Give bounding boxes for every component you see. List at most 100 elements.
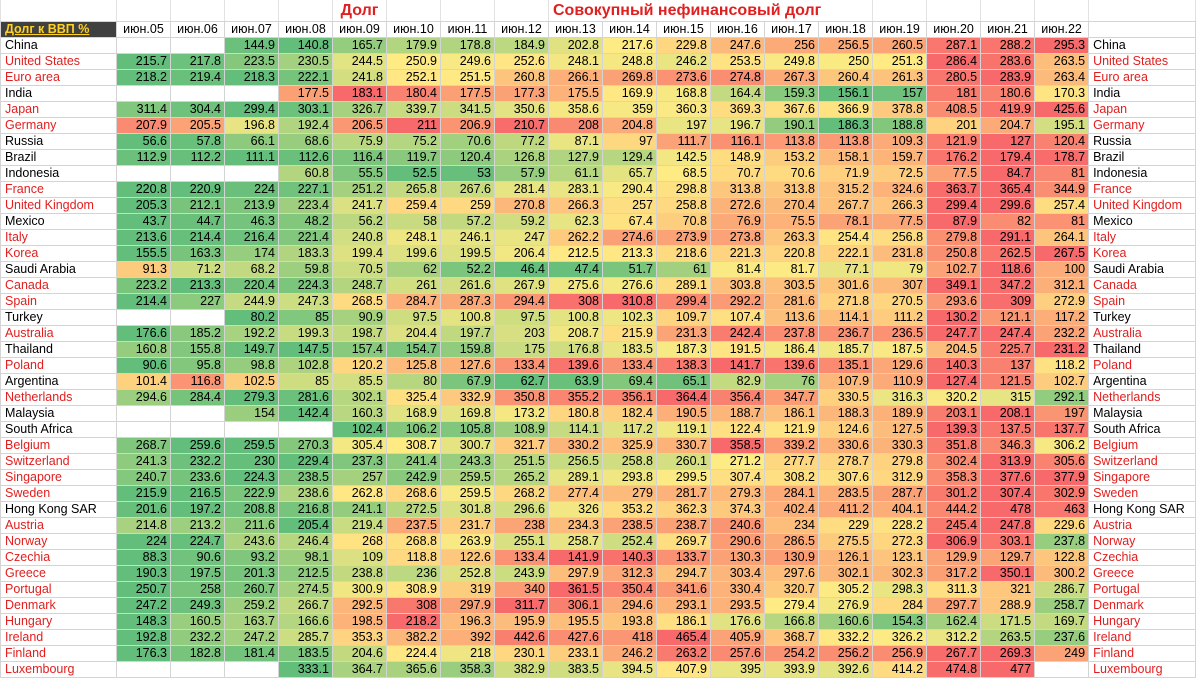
- value-cell[interactable]: 218.2: [116, 69, 171, 86]
- country-name-right[interactable]: Malaysia: [1088, 405, 1197, 422]
- value-cell[interactable]: 301.2: [926, 485, 982, 502]
- value-cell[interactable]: 106.2: [386, 421, 441, 438]
- value-cell[interactable]: 463: [1034, 501, 1090, 518]
- value-cell[interactable]: 347.2: [980, 277, 1036, 294]
- value-cell[interactable]: 258.8: [656, 197, 711, 214]
- country-name-right[interactable]: Thailand: [1088, 341, 1197, 358]
- value-cell[interactable]: 65.7: [602, 165, 657, 182]
- value-cell[interactable]: [170, 661, 225, 678]
- value-cell[interactable]: [170, 85, 225, 102]
- column-header[interactable]: июн.16: [710, 21, 765, 38]
- value-cell[interactable]: 234: [764, 517, 819, 534]
- value-cell[interactable]: 111.7: [656, 133, 711, 150]
- value-cell[interactable]: 122.4: [710, 421, 765, 438]
- value-cell[interactable]: 238: [494, 517, 549, 534]
- value-cell[interactable]: 228.2: [872, 517, 928, 534]
- value-cell[interactable]: 181: [926, 85, 982, 102]
- value-cell[interactable]: 98.8: [224, 357, 279, 374]
- value-cell[interactable]: 102.7: [926, 261, 982, 278]
- value-cell[interactable]: 102.4: [332, 421, 387, 438]
- value-cell[interactable]: 95.8: [170, 357, 225, 374]
- value-cell[interactable]: 189.9: [872, 405, 928, 422]
- country-name[interactable]: Mexico: [0, 213, 117, 230]
- value-cell[interactable]: 213.6: [116, 229, 171, 246]
- value-cell[interactable]: 56.6: [116, 133, 171, 150]
- value-cell[interactable]: 195.9: [494, 613, 549, 630]
- value-cell[interactable]: 109.7: [656, 309, 711, 326]
- value-cell[interactable]: 223.2: [116, 277, 171, 294]
- value-cell[interactable]: 321.7: [494, 437, 549, 454]
- value-cell[interactable]: 311.4: [116, 101, 171, 118]
- value-cell[interactable]: 195.1: [1034, 117, 1090, 134]
- column-header[interactable]: июн.08: [278, 21, 333, 38]
- value-cell[interactable]: 236: [386, 565, 441, 582]
- value-cell[interactable]: 279: [602, 485, 657, 502]
- value-cell[interactable]: 222.9: [224, 485, 279, 502]
- value-cell[interactable]: 255.1: [494, 533, 549, 550]
- value-cell[interactable]: 121.9: [764, 421, 819, 438]
- value-cell[interactable]: 127.9: [548, 149, 603, 166]
- value-cell[interactable]: 129.4: [602, 149, 657, 166]
- value-cell[interactable]: 130.9: [764, 549, 819, 566]
- value-cell[interactable]: 188.8: [872, 117, 928, 134]
- value-cell[interactable]: 91.3: [116, 261, 171, 278]
- value-cell[interactable]: 317.2: [926, 565, 982, 582]
- value-cell[interactable]: 311.3: [926, 581, 982, 598]
- value-cell[interactable]: 267.7: [817, 197, 874, 214]
- value-cell[interactable]: 247.4: [980, 325, 1036, 342]
- value-cell[interactable]: 259.6: [170, 437, 225, 454]
- value-cell[interactable]: 358.3: [440, 661, 495, 678]
- value-cell[interactable]: 67.4: [602, 213, 657, 230]
- country-name[interactable]: Japan: [0, 101, 117, 118]
- value-cell[interactable]: 272.3: [872, 533, 928, 550]
- value-cell[interactable]: 474.8: [926, 661, 982, 678]
- column-header[interactable]: июн.21: [980, 21, 1036, 38]
- value-cell[interactable]: 236.7: [817, 325, 874, 342]
- value-cell[interactable]: 312.9: [872, 469, 928, 486]
- value-cell[interactable]: 193.8: [602, 613, 657, 630]
- value-cell[interactable]: 216.5: [170, 485, 225, 502]
- value-cell[interactable]: 213.9: [224, 197, 279, 214]
- value-cell[interactable]: 111.2: [872, 309, 928, 326]
- value-cell[interactable]: 269.7: [656, 533, 711, 550]
- value-cell[interactable]: 223.4: [278, 197, 333, 214]
- value-cell[interactable]: 205.3: [116, 197, 171, 214]
- value-cell[interactable]: 247: [494, 229, 549, 246]
- value-cell[interactable]: 84.7: [980, 165, 1036, 182]
- value-cell[interactable]: 133.4: [494, 549, 549, 566]
- value-cell[interactable]: 142.5: [656, 149, 711, 166]
- value-cell[interactable]: 75.5: [764, 213, 819, 230]
- value-cell[interactable]: 383.5: [548, 661, 603, 678]
- value-cell[interactable]: 243.3: [440, 453, 495, 470]
- value-cell[interactable]: [170, 405, 225, 422]
- value-cell[interactable]: 332.9: [440, 389, 495, 406]
- value-cell[interactable]: 316.3: [872, 389, 928, 406]
- value-cell[interactable]: 59.2: [494, 213, 549, 230]
- value-cell[interactable]: 154.3: [872, 613, 928, 630]
- value-cell[interactable]: 249.8: [764, 53, 819, 70]
- value-cell[interactable]: 197: [656, 117, 711, 134]
- value-cell[interactable]: 247.3: [278, 293, 333, 310]
- value-cell[interactable]: 299.6: [980, 197, 1036, 214]
- value-cell[interactable]: 112.6: [278, 149, 333, 166]
- country-name[interactable]: Greece: [0, 565, 117, 582]
- value-cell[interactable]: 294.4: [494, 293, 549, 310]
- value-cell[interactable]: 247.2: [224, 629, 279, 646]
- value-cell[interactable]: 263.2: [656, 645, 711, 662]
- value-cell[interactable]: 262.5: [980, 245, 1036, 262]
- value-cell[interactable]: 231.2: [1034, 341, 1090, 358]
- value-cell[interactable]: 261: [386, 277, 441, 294]
- value-cell[interactable]: 246.2: [656, 53, 711, 70]
- value-cell[interactable]: 169.7: [1034, 613, 1090, 630]
- value-cell[interactable]: 127: [980, 133, 1036, 150]
- value-cell[interactable]: 100.8: [440, 309, 495, 326]
- country-name-right[interactable]: Euro area: [1088, 69, 1197, 86]
- value-cell[interactable]: 112.2: [170, 149, 225, 166]
- value-cell[interactable]: 339.2: [764, 437, 819, 454]
- value-cell[interactable]: 52.5: [386, 165, 441, 182]
- value-cell[interactable]: 214.4: [170, 229, 225, 246]
- value-cell[interactable]: 313.9: [980, 453, 1036, 470]
- value-cell[interactable]: 292.1: [1034, 389, 1090, 406]
- value-cell[interactable]: 293.1: [656, 597, 711, 614]
- value-cell[interactable]: 70.6: [440, 133, 495, 150]
